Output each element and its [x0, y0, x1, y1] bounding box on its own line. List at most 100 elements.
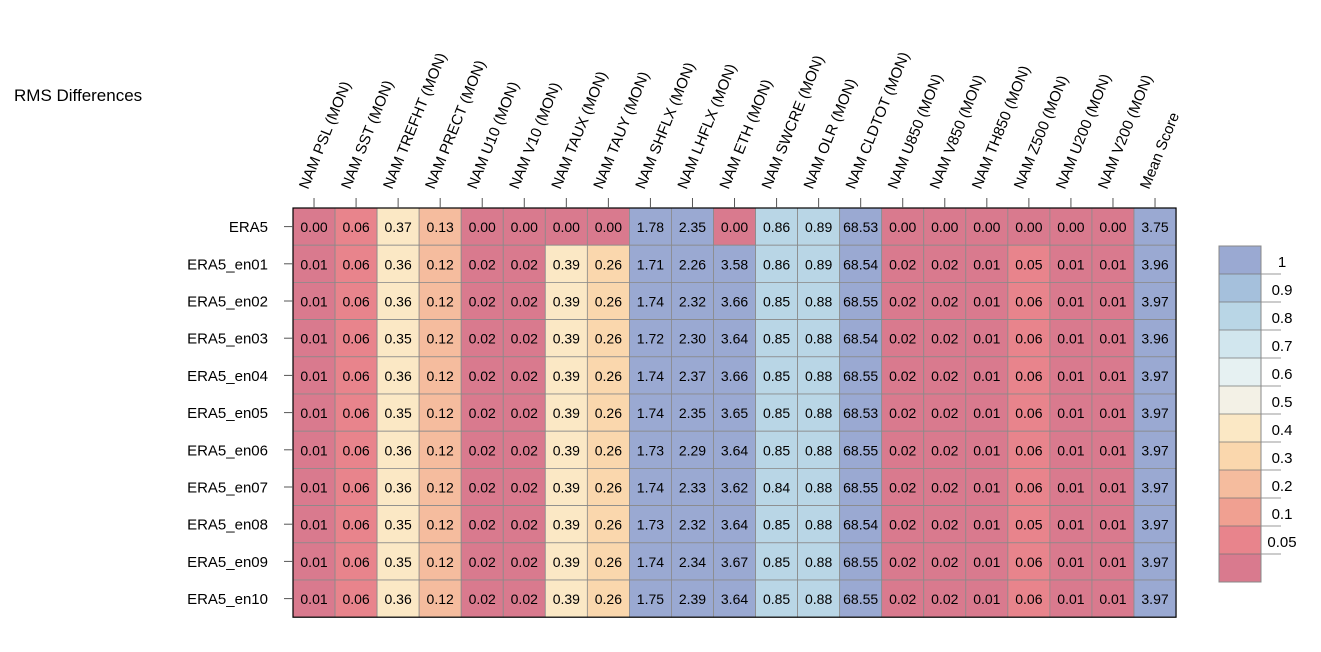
cell-value-label: 0.26	[595, 405, 622, 421]
cell-value-label: 0.01	[973, 294, 1000, 310]
cell-value-label: 3.97	[1141, 517, 1168, 533]
cell-value-label: 0.02	[931, 442, 958, 458]
cell-value-label: 0.06	[1015, 405, 1042, 421]
cell-value-label: 0.39	[553, 442, 580, 458]
legend-swatch	[1219, 442, 1261, 471]
cell-value-label: 0.06	[1015, 442, 1042, 458]
cell-value-label: 0.02	[931, 480, 958, 496]
cell-value-label: 0.06	[342, 256, 369, 272]
heatmap-cell	[671, 467, 714, 506]
cell-value-label: 0.02	[511, 517, 538, 533]
cell-value-label: 3.97	[1141, 442, 1168, 458]
cell-value-label: 1.73	[637, 442, 664, 458]
heatmap-cell	[502, 244, 546, 283]
cell-value-label: 0.02	[931, 331, 958, 347]
cell-value-label: 0.01	[973, 442, 1000, 458]
cell-value-label: 0.01	[300, 554, 327, 570]
cell-value-label: 0.01	[1057, 368, 1084, 384]
cell-value-label: 0.39	[553, 405, 580, 421]
cell-value-label: 0.06	[1015, 480, 1042, 496]
cell-value-label: 0.06	[342, 331, 369, 347]
heatmap-cell	[671, 579, 714, 618]
heatmap-cell	[586, 467, 630, 506]
cell-value-label: 2.32	[679, 517, 706, 533]
heatmap-cell	[418, 542, 462, 581]
cell-value-label: 0.02	[511, 368, 538, 384]
cell-value-label: 0.12	[427, 294, 454, 310]
legend-swatch	[1219, 526, 1261, 555]
heatmap-cell	[418, 281, 462, 320]
heatmap-cell	[923, 281, 967, 320]
heatmap-cell	[460, 542, 504, 581]
heatmap-cell	[460, 505, 504, 544]
cell-value-label: 0.01	[300, 442, 327, 458]
cell-value-label: 68.54	[843, 517, 878, 533]
heatmap-cell	[334, 467, 378, 506]
cell-value-label: 0.02	[931, 405, 958, 421]
heatmap-cell	[797, 281, 841, 320]
cell-value-label: 0.02	[511, 554, 538, 570]
heatmap-cell	[1049, 356, 1093, 395]
row-label: ERA5_en08	[187, 517, 268, 534]
heatmap-cell	[292, 356, 336, 395]
cell-value-label: 0.01	[300, 331, 327, 347]
cell-value-label: 0.36	[385, 256, 412, 272]
heatmap-cell	[460, 430, 504, 469]
heatmap-cell	[460, 356, 504, 395]
heatmap-cell	[671, 356, 714, 395]
heatmap-cell	[965, 393, 1009, 432]
cell-value-label: 0.06	[1015, 554, 1042, 570]
heatmap-cell	[1133, 579, 1177, 618]
cell-value-label: 0.02	[511, 256, 538, 272]
heatmap-cell	[923, 579, 967, 618]
cell-value-label: 0.01	[973, 331, 1000, 347]
cell-value-label: 0.39	[553, 368, 580, 384]
heatmap-cell	[502, 207, 546, 246]
cell-value-label: 3.64	[721, 591, 748, 607]
heatmap-cell	[839, 356, 883, 395]
cell-value-label: 0.35	[385, 517, 412, 533]
cell-value-label: 0.02	[889, 405, 916, 421]
cell-value-label: 1.73	[637, 517, 664, 533]
cell-value-label: 2.35	[679, 405, 706, 421]
cell-value-label: 3.75	[1141, 219, 1168, 235]
heatmap-cell	[292, 542, 336, 581]
heatmap-cell	[292, 281, 336, 320]
cell-value-label: 0.02	[469, 331, 496, 347]
legend-border	[1218, 245, 1262, 583]
cell-value-label: 0.02	[889, 256, 916, 272]
heatmap-cell	[376, 430, 420, 469]
heatmap-cell	[544, 467, 588, 506]
cell-value-label: 0.02	[511, 405, 538, 421]
cell-value-label: 2.34	[679, 554, 706, 570]
heatmap-cell	[755, 505, 798, 544]
cell-value-label: 0.39	[553, 256, 580, 272]
cell-value-label: 0.02	[889, 554, 916, 570]
cell-value-label: 0.01	[300, 368, 327, 384]
heatmap-cell	[1007, 579, 1051, 618]
heatmap-cell	[629, 505, 672, 544]
heatmap-cell	[713, 579, 756, 618]
cell-value-label: 0.02	[931, 294, 958, 310]
heatmap-cell	[1007, 244, 1051, 283]
heatmap-cell	[671, 281, 714, 320]
heatmap-cell	[755, 207, 798, 246]
cell-value-label: 0.12	[427, 517, 454, 533]
cell-value-label: 0.85	[763, 331, 790, 347]
cell-value-label: 0.26	[595, 480, 622, 496]
cell-value-label: 1.74	[637, 405, 664, 421]
heatmap-cell	[713, 393, 756, 432]
cell-value-label: 2.29	[679, 442, 706, 458]
cell-value-label: 3.97	[1141, 480, 1168, 496]
heatmap-cell	[839, 579, 883, 618]
heatmap-cell	[839, 542, 883, 581]
cell-value-label: 0.02	[889, 331, 916, 347]
row-label: ERA5_en02	[187, 294, 268, 311]
cell-value-label: 0.39	[553, 554, 580, 570]
cell-value-label: 0.02	[511, 480, 538, 496]
legend-swatch	[1219, 554, 1261, 583]
legend-swatch	[1219, 302, 1261, 331]
legend-swatch	[1219, 330, 1261, 359]
heatmap-cell	[418, 319, 462, 358]
